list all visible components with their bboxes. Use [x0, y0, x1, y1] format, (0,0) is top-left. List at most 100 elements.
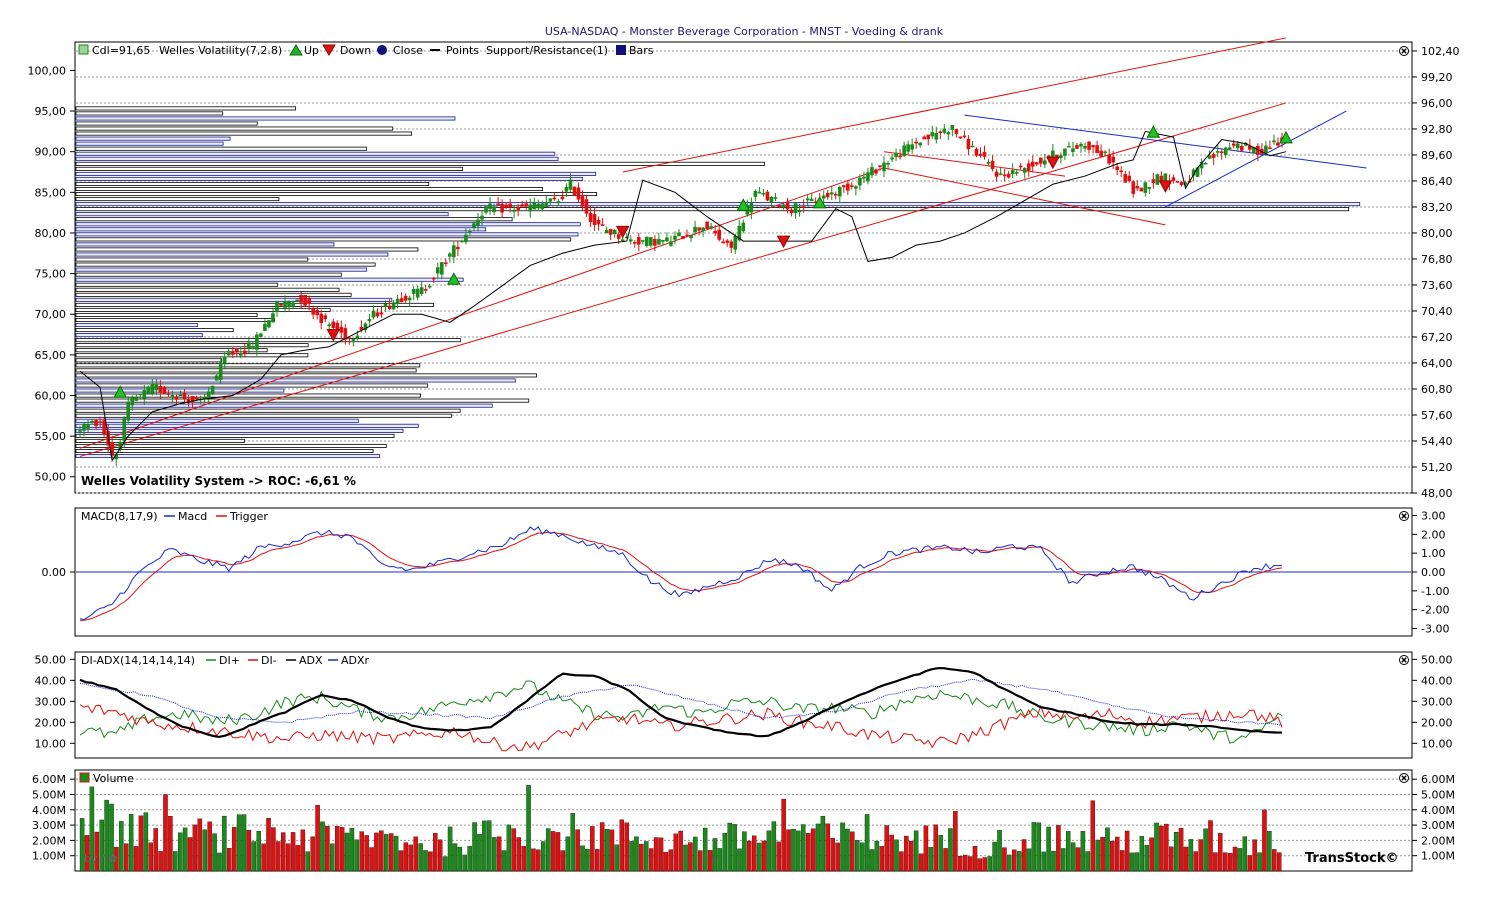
close-icon: [1401, 513, 1407, 519]
volume-bar: [511, 828, 517, 872]
candle-body: [239, 353, 243, 356]
candle-body: [604, 229, 609, 234]
candle-body: [1071, 148, 1075, 152]
candle-body: [862, 176, 866, 179]
volume-bar: [138, 815, 144, 872]
candle-body: [1215, 151, 1220, 153]
volume-bar: [1041, 851, 1046, 872]
candle-body: [693, 226, 697, 233]
volume-bar: [531, 848, 536, 872]
candle-body: [632, 242, 637, 244]
candle-body: [440, 262, 444, 275]
volume-bar: [163, 794, 168, 872]
candle-body: [299, 294, 303, 303]
candle-body: [749, 202, 754, 213]
volume-bar: [491, 837, 497, 872]
candle-body: [673, 235, 677, 240]
volume-bar: [192, 824, 198, 872]
candle-body: [825, 192, 830, 198]
candle-body: [986, 162, 991, 164]
volume-profile-bar: [75, 136, 231, 141]
candle-body: [576, 187, 581, 200]
volume-bar: [766, 830, 772, 872]
candle-body: [230, 351, 235, 355]
candle-body: [1014, 172, 1019, 174]
volume-bar: [1007, 854, 1012, 872]
macd-close-button[interactable]: [1399, 511, 1409, 521]
volume-bar: [393, 835, 399, 872]
volume-bar: [516, 837, 521, 872]
volume-bar: [310, 836, 315, 872]
volume-bar: [545, 828, 551, 872]
volume-close-button[interactable]: [1399, 773, 1409, 783]
price-right-tick-label: 86,40: [1421, 175, 1453, 188]
candle-body: [1135, 185, 1140, 189]
volume-bar: [1139, 836, 1145, 872]
volume-bar: [904, 835, 909, 872]
volume-bar: [1164, 823, 1169, 872]
volume-profile-bar: [75, 116, 456, 121]
volume-bar: [119, 821, 124, 872]
volume-bar: [594, 849, 600, 872]
volume-bar: [359, 831, 364, 872]
candle-body: [166, 393, 171, 395]
volume-bar: [1100, 836, 1105, 872]
volume-profile-bar: [75, 353, 309, 358]
volume-bar: [894, 839, 899, 872]
price-left-tick-label: 75,00: [35, 268, 67, 281]
candle-body: [1131, 181, 1136, 194]
adx-close-button[interactable]: [1399, 655, 1409, 665]
volume-bar: [261, 843, 266, 872]
candle-body: [243, 350, 247, 354]
candle-body: [564, 187, 569, 192]
price-right-tick-label: 102,40: [1421, 45, 1460, 58]
candle-body: [1107, 155, 1111, 164]
volume-profile-bar: [75, 423, 419, 428]
adx-left-tick-label: 40.00: [35, 674, 67, 687]
candle-body: [580, 195, 585, 207]
macd-right-axis: 3.00 2.00 1.00 0.00 -1.00 -2.00 -3.00: [1412, 510, 1449, 635]
volume-profile-bar: [75, 348, 268, 353]
volume-bar: [1036, 822, 1042, 872]
macd-right-tick-label: -3.00: [1421, 622, 1449, 635]
candle-body: [713, 230, 717, 234]
candle-body: [170, 395, 175, 397]
candle-body: [846, 183, 850, 191]
volume-profile-bar: [75, 328, 234, 333]
candle-body: [94, 420, 98, 427]
volume-bar: [668, 849, 674, 872]
candle-body: [1272, 140, 1276, 143]
candle-body: [1239, 145, 1244, 151]
adx-left-tick-label: 10.00: [35, 737, 67, 750]
volume-bar: [864, 814, 870, 872]
candle-body: [958, 136, 963, 139]
candle-body: [624, 236, 629, 239]
trend-lines: [79, 37, 1367, 457]
volume-bar: [1021, 839, 1027, 872]
volume-right-tick-label: 2.00M: [1421, 834, 1455, 847]
candle-body: [158, 386, 163, 393]
candle-body: [1123, 174, 1128, 183]
volume-bar: [776, 841, 781, 872]
volume-bar: [1257, 852, 1262, 872]
candle-body: [174, 396, 179, 400]
candle-body: [218, 362, 223, 380]
volume-bar: [467, 846, 472, 872]
volume-profile-bar: [75, 222, 581, 227]
candle-body: [379, 312, 384, 315]
volume-bar: [756, 842, 762, 872]
volume-bar: [810, 828, 816, 872]
candle-body: [351, 339, 356, 341]
volume-profile-bar: [75, 393, 421, 398]
volume-bar: [482, 820, 487, 872]
volume-bar: [423, 850, 428, 872]
volume-bar: [354, 839, 360, 872]
price-right-tick-label: 54,40: [1421, 435, 1453, 448]
volume-bar: [565, 836, 571, 872]
volume-profile-bar: [75, 156, 559, 161]
adx-right-tick-label: 10.00: [1421, 737, 1453, 750]
roc-label: Welles Volatility System -> ROC: -6,61 %: [81, 474, 356, 488]
candle-body: [130, 397, 135, 406]
price-close-button[interactable]: [1399, 46, 1409, 56]
candle-body: [452, 245, 456, 258]
